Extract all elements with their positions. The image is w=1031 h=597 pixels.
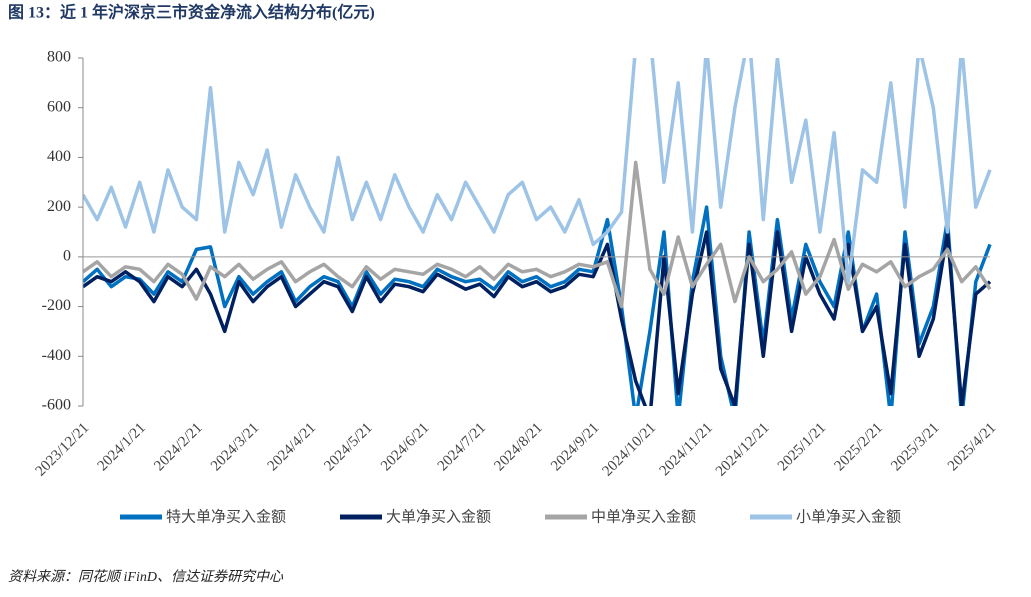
y-tick-label: 800 bbox=[47, 49, 71, 66]
chart-title: 图 13：近 1 年沪深京三市资金净流入结构分布(亿元) bbox=[8, 3, 375, 22]
x-tick-label: 2024/4/21 bbox=[265, 420, 319, 474]
legend-label: 小单净买入金额 bbox=[796, 508, 901, 526]
x-tick-label: 2024/1/21 bbox=[95, 420, 149, 474]
x-tick-label: 2024/9/21 bbox=[548, 420, 602, 474]
series-line bbox=[83, 205, 992, 406]
x-tick-label: 2025/4/21 bbox=[945, 420, 999, 474]
x-tick-label: 2024/6/21 bbox=[378, 420, 432, 474]
series-line bbox=[83, 160, 992, 309]
x-tick-label: 2024/10/21 bbox=[599, 420, 659, 480]
x-tick-label: 2024/11/21 bbox=[657, 420, 716, 479]
x-tick-label: 2024/12/21 bbox=[713, 420, 773, 480]
x-tick-label: 2024/2/21 bbox=[151, 420, 205, 474]
legend-label: 大单净买入金额 bbox=[386, 508, 491, 526]
y-tick-label: -200 bbox=[42, 297, 71, 314]
y-tick-label: -400 bbox=[42, 347, 71, 364]
y-tick-label: 0 bbox=[63, 248, 71, 265]
source: 资料来源：同花顺 iFinD、信达证券研究中心 bbox=[8, 569, 284, 585]
x-tick-label: 2025/2/21 bbox=[832, 420, 886, 474]
x-tick-label: 2025/1/21 bbox=[775, 420, 829, 474]
x-tick-label: 2024/5/21 bbox=[321, 420, 375, 474]
x-tick-label: 2023/12/21 bbox=[33, 420, 93, 480]
plot-area bbox=[83, 58, 992, 406]
y-tick-label: 600 bbox=[47, 98, 71, 115]
x-tick-label: 2024/7/21 bbox=[435, 420, 489, 474]
x-tick-label: 2024/8/21 bbox=[491, 420, 545, 474]
x-tick-label: 2025/3/21 bbox=[888, 420, 942, 474]
legend-label: 中单净买入金额 bbox=[591, 508, 696, 526]
y-tick-label: -600 bbox=[42, 397, 71, 414]
y-tick-label: 400 bbox=[47, 148, 71, 165]
y-tick-label: 200 bbox=[47, 198, 71, 215]
legend-label: 特大单净买入金额 bbox=[166, 508, 286, 526]
series-line bbox=[83, 230, 992, 406]
series-line bbox=[83, 58, 992, 284]
x-tick-label: 2024/3/21 bbox=[208, 420, 262, 474]
